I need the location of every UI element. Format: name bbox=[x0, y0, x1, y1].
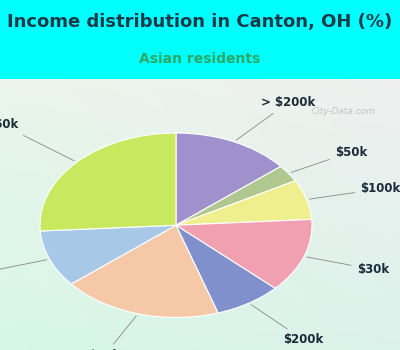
Wedge shape bbox=[40, 225, 176, 284]
Wedge shape bbox=[176, 219, 312, 288]
Text: Income distribution in Canton, OH (%): Income distribution in Canton, OH (%) bbox=[7, 13, 393, 31]
Text: City-Data.com: City-Data.com bbox=[312, 107, 376, 116]
Wedge shape bbox=[176, 225, 275, 313]
Wedge shape bbox=[176, 133, 281, 225]
Text: $75k: $75k bbox=[88, 316, 136, 350]
Wedge shape bbox=[176, 181, 312, 225]
Text: $150k: $150k bbox=[0, 260, 47, 282]
Text: Asian residents: Asian residents bbox=[139, 52, 261, 66]
Text: $100k: $100k bbox=[309, 182, 400, 199]
Wedge shape bbox=[176, 167, 295, 225]
Wedge shape bbox=[71, 225, 218, 317]
Text: $30k: $30k bbox=[307, 257, 389, 276]
Text: > $200k: > $200k bbox=[236, 96, 316, 140]
Text: $200k: $200k bbox=[251, 304, 324, 346]
Wedge shape bbox=[40, 133, 176, 231]
Text: $50k: $50k bbox=[291, 146, 367, 173]
Text: $60k: $60k bbox=[0, 118, 74, 161]
